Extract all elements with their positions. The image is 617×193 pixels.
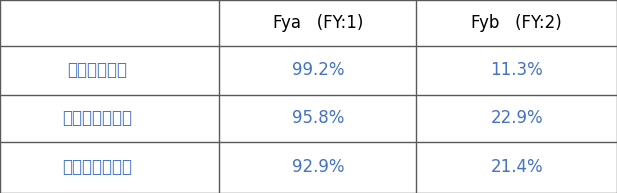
Text: 99.2%: 99.2% bbox=[291, 61, 344, 80]
Text: 다문화가정자녀: 다문화가정자녀 bbox=[62, 109, 132, 127]
Text: 11.3%: 11.3% bbox=[491, 61, 543, 80]
Text: 일반가정자녀: 일반가정자녀 bbox=[67, 61, 127, 80]
Text: 다문화가정성인: 다문화가정성인 bbox=[62, 158, 132, 176]
Text: 21.4%: 21.4% bbox=[491, 158, 543, 176]
Text: 22.9%: 22.9% bbox=[491, 109, 543, 127]
Text: Fya   (FY:1): Fya (FY:1) bbox=[273, 14, 363, 32]
Text: 92.9%: 92.9% bbox=[291, 158, 344, 176]
Text: 95.8%: 95.8% bbox=[292, 109, 344, 127]
Text: Fyb   (FY:2): Fyb (FY:2) bbox=[471, 14, 562, 32]
